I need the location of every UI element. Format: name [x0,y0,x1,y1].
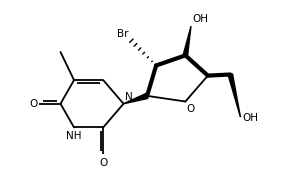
Text: O: O [187,104,195,114]
Text: N: N [125,92,132,102]
Text: Br: Br [117,29,129,38]
Text: NH: NH [66,131,82,141]
Polygon shape [124,93,148,104]
Text: OH: OH [192,14,208,24]
Text: O: O [30,99,38,109]
Polygon shape [228,74,241,117]
Text: OH: OH [243,113,259,123]
Polygon shape [183,26,191,56]
Text: O: O [99,158,107,168]
